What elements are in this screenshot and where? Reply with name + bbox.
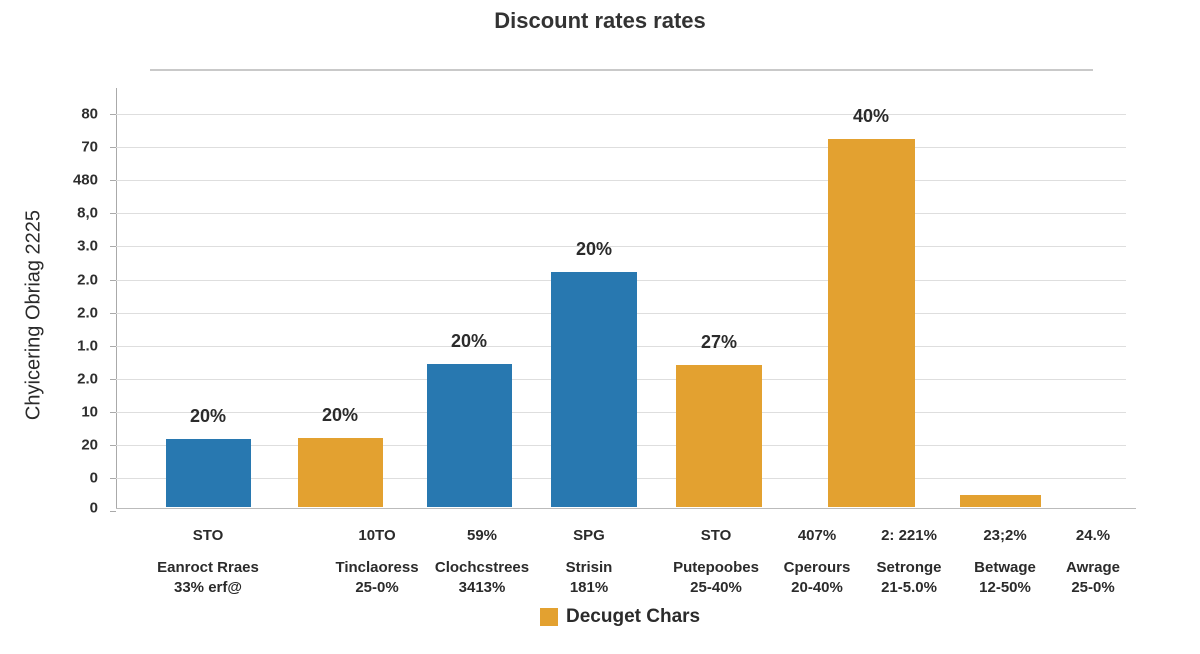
- y-tick-label: 0: [89, 469, 98, 487]
- bar[interactable]: [676, 365, 762, 507]
- legend: Decuget Chars: [540, 606, 700, 628]
- x-category-range: 21-5.0%: [881, 579, 937, 596]
- x-axis-line: [116, 508, 1136, 509]
- y-tick-label: 2.0: [77, 370, 98, 388]
- x-category-name: Betwage: [974, 559, 1036, 576]
- bar[interactable]: [827, 139, 915, 507]
- gridline: [116, 114, 1126, 115]
- x-category-label: 10TO Tinclaoress 25-0%: [312, 528, 442, 595]
- y-tick-label: 80: [81, 105, 98, 123]
- y-tick-mark: [110, 147, 116, 149]
- y-tick-mark: [110, 445, 116, 446]
- y-tick-mark: [110, 411, 116, 413]
- x-category-name: Setronge: [876, 559, 942, 576]
- y-tick-label: 3.0: [77, 237, 98, 255]
- y-tick-label: 20: [81, 436, 98, 454]
- x-category-range: 20-40%: [791, 579, 843, 596]
- y-tick-label: 1.0: [77, 337, 98, 355]
- x-category-range: 25-0%: [1071, 579, 1115, 596]
- gridline: [116, 147, 1126, 149]
- x-category-top: 407%: [797, 527, 837, 544]
- x-category-label: STO Putepoobes 25-40%: [651, 528, 781, 595]
- y-tick-label: 2.0: [77, 304, 98, 322]
- title-divider: [150, 69, 1093, 71]
- x-category-name: Cperours: [783, 559, 851, 576]
- x-category-label: SPG Strisin 181%: [524, 528, 654, 595]
- x-category-top: STO: [192, 527, 224, 544]
- y-tick-mark: [110, 345, 116, 347]
- y-tick-label: 8,0: [77, 204, 98, 222]
- bar-value-label: 40%: [852, 106, 890, 126]
- bar[interactable]: [959, 495, 1041, 507]
- bar[interactable]: [297, 438, 383, 507]
- y-tick-mark: [110, 213, 116, 215]
- x-category-label: 24.% Awrage 25-0%: [1028, 528, 1158, 595]
- chart-title: Discount rates rates: [494, 8, 706, 33]
- y-tick-label: 2.0: [77, 271, 98, 288]
- y-tick-label: 480: [72, 171, 98, 189]
- x-category-top: 24.%: [1075, 527, 1111, 544]
- y-tick-mark: [110, 478, 116, 480]
- bar-value-label: 27%: [700, 332, 738, 352]
- gridline: [116, 180, 1126, 182]
- x-category-top: STO: [700, 527, 732, 544]
- x-category-label: 59% Clochcstrees 3413%: [417, 528, 547, 595]
- x-category-top: 10TO: [358, 527, 396, 544]
- x-category-name: Eanroct Rraes: [157, 559, 259, 576]
- x-category-range: 12-50%: [979, 579, 1031, 596]
- bar-value-label: 20%: [321, 405, 359, 425]
- gridline: [116, 213, 1126, 215]
- y-tick-mark: [110, 312, 116, 314]
- y-tick-mark: [110, 246, 116, 248]
- x-category-label: STO Eanroct Rraes 33% erf@: [143, 528, 273, 595]
- gridline: [116, 246, 1126, 248]
- x-category-range: 25-0%: [355, 579, 399, 596]
- bar[interactable]: [165, 439, 251, 507]
- y-axis-line: [116, 88, 117, 508]
- y-tick-mark: [110, 378, 116, 380]
- x-category-top: 2: 221%: [881, 527, 937, 544]
- x-category-name: Putepoobes: [673, 559, 759, 576]
- x-category-name: Strisin: [565, 559, 613, 576]
- y-tick-mark: [110, 511, 116, 513]
- x-category-top: SPG: [573, 527, 605, 544]
- x-category-name: Clochcstrees: [434, 559, 530, 576]
- bar-value-label: 20%: [450, 331, 488, 351]
- x-category-name: Tinclaoress: [335, 559, 419, 576]
- x-category-range: 181%: [569, 579, 609, 596]
- x-category-label: 23;2% Betwage 12-50%: [940, 528, 1070, 595]
- bar-value-label: 20%: [575, 239, 613, 259]
- bar[interactable]: [551, 272, 637, 507]
- x-category-top: 59%: [466, 527, 498, 544]
- legend-swatch: [540, 608, 558, 626]
- y-tick-label: 10: [81, 403, 98, 421]
- x-category-name: Awrage: [1066, 559, 1120, 576]
- y-tick-mark: [110, 279, 116, 281]
- y-tick-label: 0: [89, 499, 98, 517]
- x-category-label: 407% Cperours 20-40%: [752, 528, 882, 595]
- x-category-range: 33% erf@: [174, 579, 242, 596]
- x-category-range: 3413%: [458, 579, 506, 596]
- x-category-range: 25-40%: [690, 579, 742, 596]
- bar[interactable]: [426, 364, 512, 507]
- y-tick-label: 70: [81, 138, 98, 156]
- y-tick-mark: [110, 114, 116, 115]
- x-category-top: 23;2%: [983, 527, 1027, 544]
- y-tick-mark: [110, 180, 116, 182]
- x-category-label: 2: 221% Setronge 21-5.0%: [844, 528, 974, 595]
- bar-value-label: 20%: [189, 406, 227, 426]
- legend-label: Decuget Chars: [566, 606, 701, 627]
